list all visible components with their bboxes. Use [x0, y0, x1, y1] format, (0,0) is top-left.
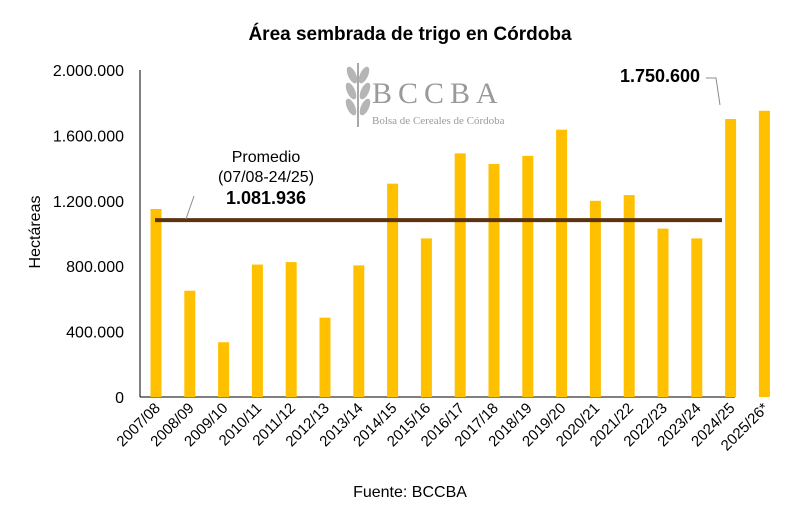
bar	[285, 262, 297, 397]
x-ticks: 2007/082008/092009/102010/112011/122012/…	[113, 400, 772, 455]
wheat-icon	[345, 63, 371, 127]
bar	[218, 342, 230, 397]
bar	[488, 164, 500, 397]
bar	[184, 290, 196, 397]
average-label-line2: (07/08-24/25)	[218, 169, 314, 186]
bar	[454, 153, 466, 397]
last-value-leader-line	[706, 77, 721, 106]
average-value-label: 1.081.936	[226, 188, 306, 208]
bar	[623, 195, 635, 397]
chart-title: Área sembrada de trigo en Córdoba	[248, 23, 572, 45]
bar	[725, 119, 737, 398]
bar	[758, 110, 770, 397]
bar	[556, 129, 568, 398]
bar	[522, 155, 534, 397]
bar	[251, 264, 263, 397]
y-tick-label: 1.200.000	[53, 194, 124, 211]
source-label: Fuente: BCCBA	[353, 484, 467, 501]
bar	[319, 317, 331, 397]
y-tick-label: 1.600.000	[53, 128, 124, 145]
bar	[420, 238, 432, 397]
bar	[387, 183, 399, 397]
bar	[589, 200, 601, 397]
y-tick-label: 400.000	[66, 325, 124, 342]
last-value-label: 1.750.600	[620, 66, 700, 86]
average-label-line1: Promedio	[232, 149, 301, 166]
average-leader-line	[185, 195, 195, 220]
y-tick-label: 0	[115, 390, 124, 407]
bar	[150, 208, 162, 397]
y-ticks: 0 400.000 800.000 1.200.000 1.600.000 2.000.0…	[53, 63, 124, 407]
y-tick-label: 2.000.000	[53, 63, 124, 80]
logo-subtitle: Bolsa de Cereales de Córdoba	[372, 115, 505, 127]
y-axis-label: Hectáreas	[27, 196, 44, 269]
bar	[657, 228, 669, 397]
bccba-logo: BCCBA Bolsa de Cereales de Córdoba	[345, 63, 505, 127]
bar	[691, 238, 703, 397]
bars	[150, 110, 770, 398]
y-tick-label: 800.000	[66, 259, 124, 276]
bar	[353, 265, 365, 397]
logo-name: BCCBA	[372, 77, 504, 110]
